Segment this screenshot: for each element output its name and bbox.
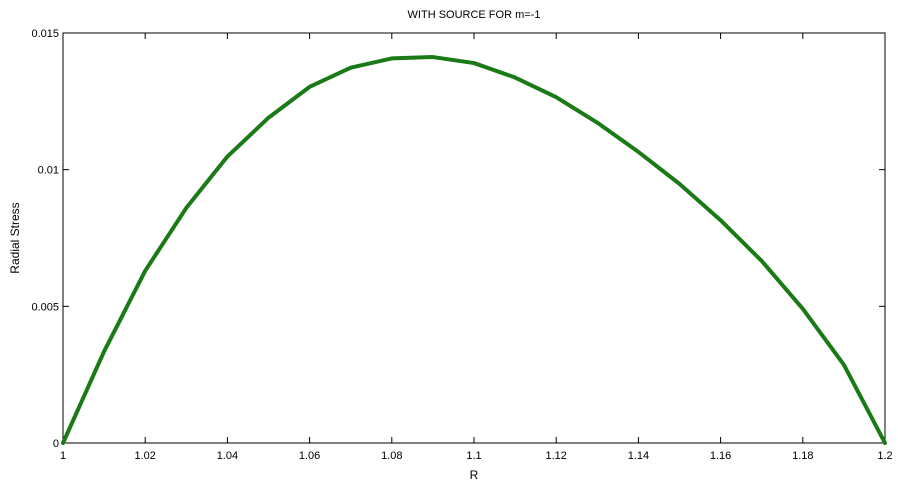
- x-tick-label: 1.04: [217, 450, 238, 462]
- y-tick-label: 0.005: [31, 301, 59, 313]
- y-tick-label: 0: [53, 438, 59, 450]
- series-line-0: [61, 55, 887, 445]
- chart-title: WITH SOURCE FOR m=-1: [408, 9, 541, 21]
- x-axis-label: R: [470, 468, 479, 482]
- y-axis-ticks: 0 0.005 0.01 0.015: [31, 28, 885, 450]
- x-axis-ticks: 1 1.02 1.04 1.06 1.08 1.1 1.12 1.14 1.16 1.18 1.2: [60, 33, 893, 462]
- x-tick-label: 1.14: [628, 450, 649, 462]
- series-layer: [61, 55, 887, 445]
- x-tick-label: 1.08: [381, 450, 402, 462]
- x-tick-label: 1.06: [299, 450, 320, 462]
- x-tick-label: 1: [60, 450, 66, 462]
- y-axis-label: Radial Stress: [8, 202, 22, 273]
- x-tick-label: 1.16: [710, 450, 731, 462]
- x-tick-label: 1.02: [134, 450, 155, 462]
- y-tick-label: 0.01: [38, 165, 59, 177]
- x-tick-label: 1.2: [877, 450, 892, 462]
- x-tick-label: 1.1: [466, 450, 481, 462]
- plot-area: [62, 32, 886, 444]
- x-tick-label: 1.12: [545, 450, 566, 462]
- x-tick-label: 1.18: [792, 450, 813, 462]
- y-tick-label: 0.015: [31, 28, 59, 40]
